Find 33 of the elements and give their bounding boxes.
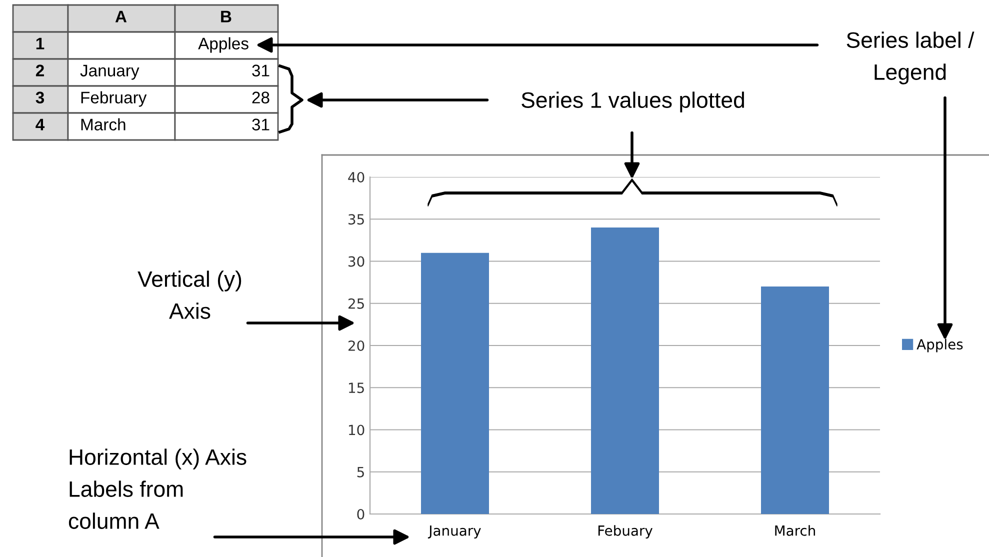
text: A [115, 10, 127, 22]
bar [761, 286, 829, 514]
bar [421, 252, 489, 514]
y-tick-label: 0 [357, 508, 364, 520]
text: February [81, 91, 147, 107]
x-tick-label: March [775, 525, 815, 536]
y-tick-label: 25 [348, 298, 364, 309]
y-tick-label: 30 [348, 256, 364, 267]
text: B [221, 10, 232, 22]
text: Series 1 values plotted [522, 92, 744, 112]
y-tick-label: 15 [348, 382, 364, 394]
text: Apples [198, 37, 248, 53]
text: 3 [36, 92, 44, 104]
text: 31 [252, 118, 270, 130]
text: Series label / Legend [846, 32, 974, 84]
text: 28 [252, 92, 270, 104]
y-tick-label: 10 [348, 424, 364, 436]
text: January [80, 64, 140, 80]
y-tick-label: 40 [348, 172, 364, 182]
text: 1 [36, 38, 44, 50]
x-tick-label: January [428, 526, 481, 539]
text: 31 [252, 64, 270, 76]
y-tick-label: 5 [357, 467, 364, 478]
y-tick-label: 35 [348, 214, 364, 225]
text: Horizontal (x) Axis Labels from column A [68, 448, 246, 529]
text: 2 [36, 64, 44, 76]
x-tick-label: Febuary [598, 525, 652, 539]
text: 4 [36, 118, 45, 130]
legend-label: Apples [916, 338, 963, 352]
bar [591, 228, 659, 514]
y-tick-label: 20 [348, 340, 364, 351]
text: Vertical (y) Axis [138, 270, 242, 319]
text: March [81, 118, 126, 130]
